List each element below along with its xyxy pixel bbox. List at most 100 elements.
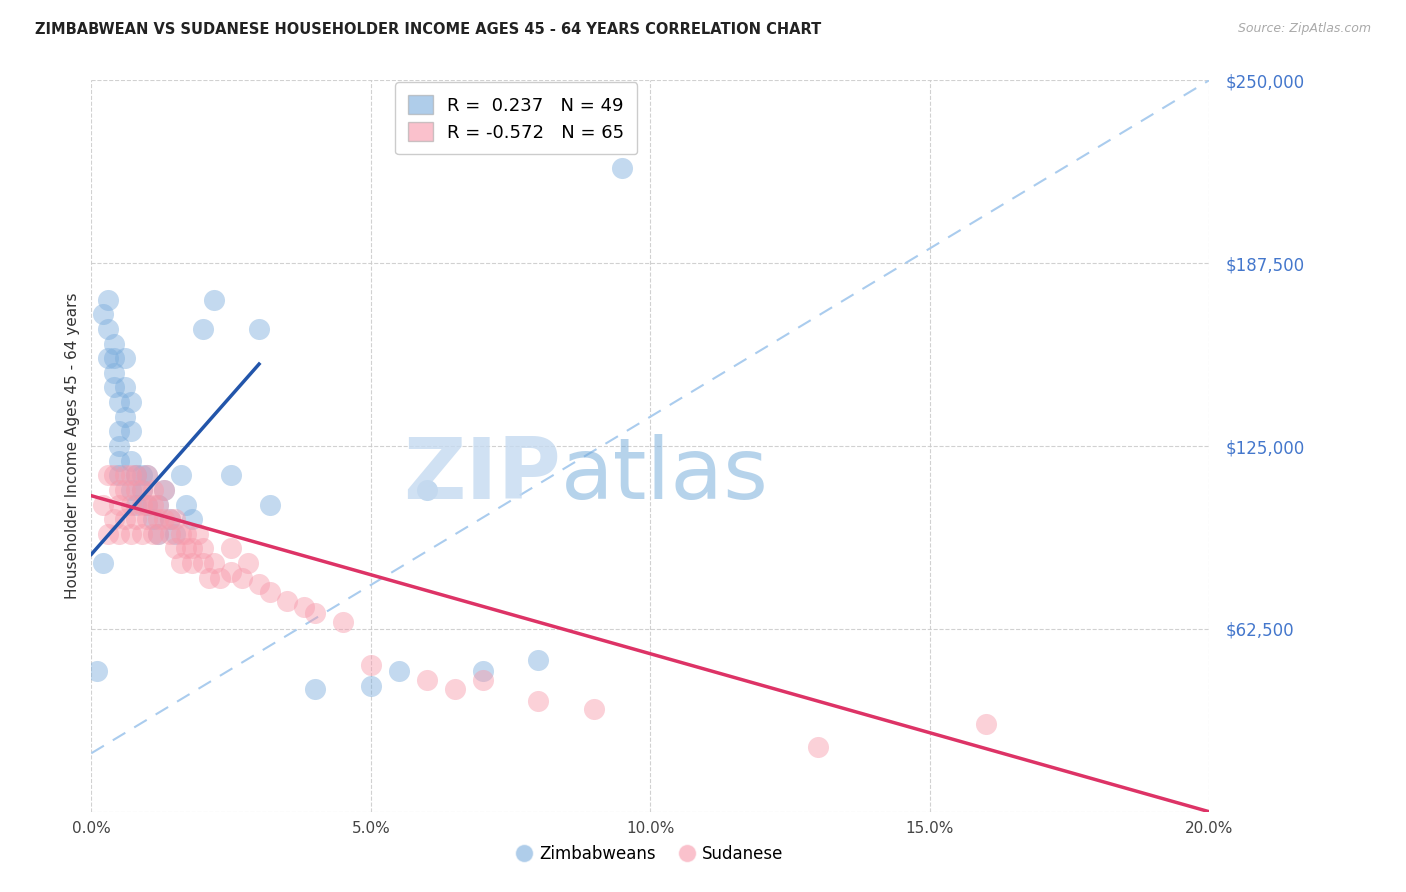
Point xyxy=(142,512,165,526)
Point xyxy=(108,439,131,453)
Point xyxy=(148,512,170,526)
Point xyxy=(108,498,131,512)
Point xyxy=(125,512,148,526)
Point xyxy=(159,512,181,526)
Point xyxy=(136,498,159,512)
Point xyxy=(108,483,131,497)
Point xyxy=(807,740,830,755)
Point xyxy=(108,453,131,467)
Point xyxy=(181,512,204,526)
Point xyxy=(103,380,125,394)
Point xyxy=(114,380,136,394)
Point xyxy=(165,526,187,541)
Point xyxy=(176,498,198,512)
Point xyxy=(159,526,181,541)
Point xyxy=(304,606,326,620)
Point xyxy=(86,665,108,679)
Point xyxy=(527,652,550,666)
Point xyxy=(612,161,634,175)
Point xyxy=(103,512,125,526)
Point xyxy=(202,293,225,307)
Point xyxy=(304,681,326,696)
Point xyxy=(142,498,165,512)
Text: Source: ZipAtlas.com: Source: ZipAtlas.com xyxy=(1237,22,1371,36)
Point xyxy=(120,526,142,541)
Point xyxy=(181,556,204,570)
Point xyxy=(247,322,270,336)
Point xyxy=(148,498,170,512)
Point xyxy=(125,483,148,497)
Point xyxy=(131,483,153,497)
Point xyxy=(114,483,136,497)
Point xyxy=(108,425,131,439)
Point xyxy=(191,556,215,570)
Point xyxy=(471,665,494,679)
Point xyxy=(120,483,142,497)
Point xyxy=(142,483,165,497)
Point xyxy=(125,498,148,512)
Point xyxy=(108,395,131,409)
Point xyxy=(153,512,176,526)
Point xyxy=(97,322,120,336)
Point xyxy=(187,526,209,541)
Point xyxy=(97,293,120,307)
Point xyxy=(114,351,136,366)
Point xyxy=(131,526,153,541)
Point xyxy=(219,468,242,483)
Point xyxy=(91,307,114,321)
Text: ZIP: ZIP xyxy=(404,434,561,516)
Point xyxy=(388,665,411,679)
Point xyxy=(136,512,159,526)
Y-axis label: Householder Income Ages 45 - 64 years: Householder Income Ages 45 - 64 years xyxy=(65,293,80,599)
Point xyxy=(125,468,148,483)
Point xyxy=(583,702,606,716)
Point xyxy=(148,526,170,541)
Point xyxy=(108,468,131,483)
Point xyxy=(103,366,125,380)
Point xyxy=(97,468,120,483)
Legend: Zimbabweans, Sudanese: Zimbabweans, Sudanese xyxy=(510,838,790,869)
Point xyxy=(103,336,125,351)
Point xyxy=(231,571,253,585)
Point xyxy=(91,556,114,570)
Point xyxy=(120,453,142,467)
Point xyxy=(131,483,153,497)
Point xyxy=(974,717,997,731)
Point xyxy=(416,483,439,497)
Point xyxy=(176,541,198,556)
Point xyxy=(208,571,231,585)
Point xyxy=(136,468,159,483)
Point xyxy=(247,576,270,591)
Point xyxy=(276,594,298,608)
Point xyxy=(131,468,153,483)
Text: ZIMBABWEAN VS SUDANESE HOUSEHOLDER INCOME AGES 45 - 64 YEARS CORRELATION CHART: ZIMBABWEAN VS SUDANESE HOUSEHOLDER INCOM… xyxy=(35,22,821,37)
Point xyxy=(259,585,281,599)
Point xyxy=(219,565,242,579)
Point xyxy=(136,498,159,512)
Point xyxy=(332,615,354,629)
Point xyxy=(471,673,494,687)
Point xyxy=(103,468,125,483)
Point xyxy=(148,498,170,512)
Point xyxy=(114,409,136,424)
Point xyxy=(165,512,187,526)
Point xyxy=(170,556,193,570)
Point xyxy=(103,351,125,366)
Point xyxy=(97,351,120,366)
Point xyxy=(416,673,439,687)
Point xyxy=(360,658,382,673)
Point xyxy=(181,541,204,556)
Point xyxy=(170,526,193,541)
Point xyxy=(259,498,281,512)
Point xyxy=(360,679,382,693)
Point xyxy=(131,498,153,512)
Point xyxy=(108,526,131,541)
Point xyxy=(91,498,114,512)
Point xyxy=(191,541,215,556)
Point xyxy=(527,693,550,707)
Point xyxy=(197,571,219,585)
Point xyxy=(170,468,193,483)
Point xyxy=(153,483,176,497)
Point xyxy=(114,512,136,526)
Point xyxy=(292,599,315,614)
